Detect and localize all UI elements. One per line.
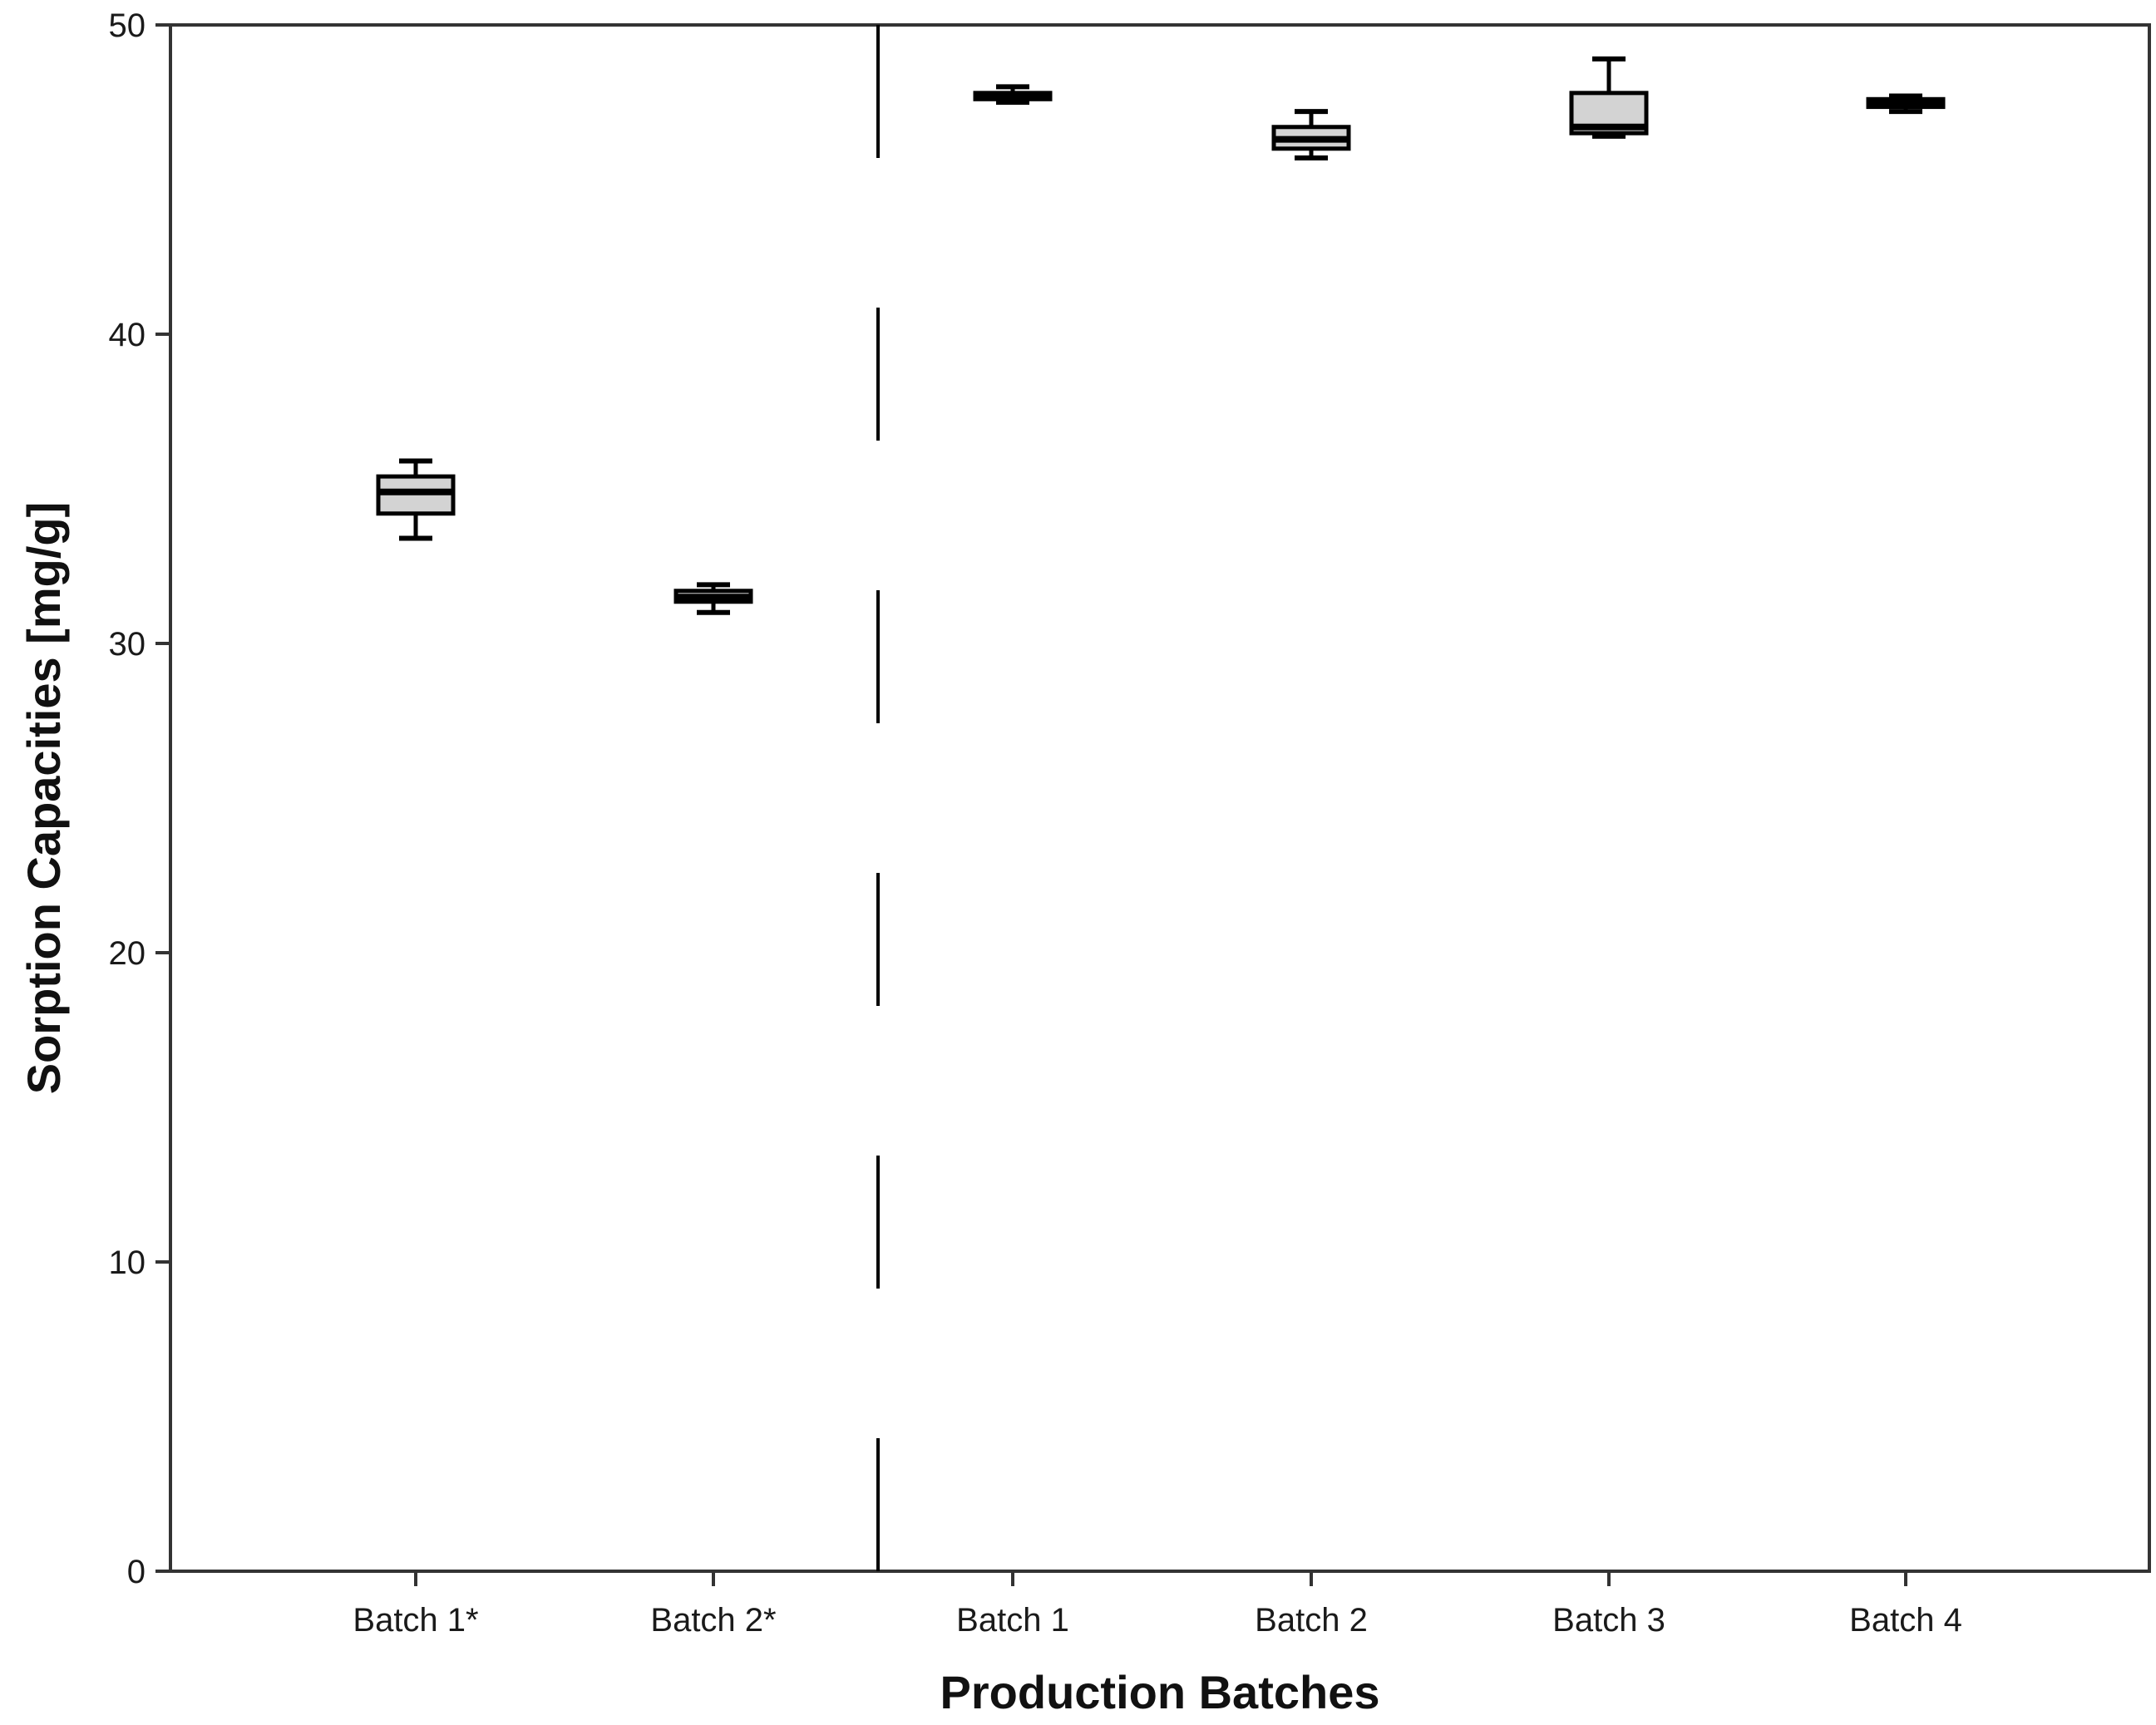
y-tick-label-5: 50 (109, 7, 146, 44)
x-tick-label-0: Batch 1* (353, 1602, 478, 1639)
plot-frame (169, 23, 2151, 1573)
box-0 (376, 458, 456, 541)
x-tick-label-1: Batch 2* (650, 1602, 776, 1639)
box-4 (1569, 56, 1649, 139)
y-axis-title: Sorption Capacities [mg/g] (17, 502, 70, 1095)
box-1 (673, 582, 753, 615)
x-axis-title: Production Batches (940, 1666, 1380, 1718)
y-tick-label-0: 0 (127, 1554, 146, 1590)
x-axis: Batch 1* Batch 2* Batch 1 Batch 2 Batch 3 Bat… (353, 1571, 1962, 1639)
boxes-layer (376, 56, 1946, 615)
y-tick-label-1: 10 (109, 1244, 146, 1281)
y-tick-label-2: 20 (109, 935, 146, 972)
box-5 (1866, 93, 1946, 115)
box-3 (1271, 109, 1351, 160)
y-tick-label-4: 40 (109, 317, 146, 353)
x-tick-label-4: Batch 3 (1552, 1602, 1665, 1639)
x-tick-label-2: Batch 1 (956, 1602, 1069, 1639)
box-2 (973, 84, 1053, 105)
y-axis: 0 10 20 30 40 50 (109, 7, 170, 1590)
x-tick-label-3: Batch 2 (1255, 1602, 1368, 1639)
y-tick-label-3: 30 (109, 626, 146, 663)
x-tick-label-5: Batch 4 (1849, 1602, 1962, 1639)
